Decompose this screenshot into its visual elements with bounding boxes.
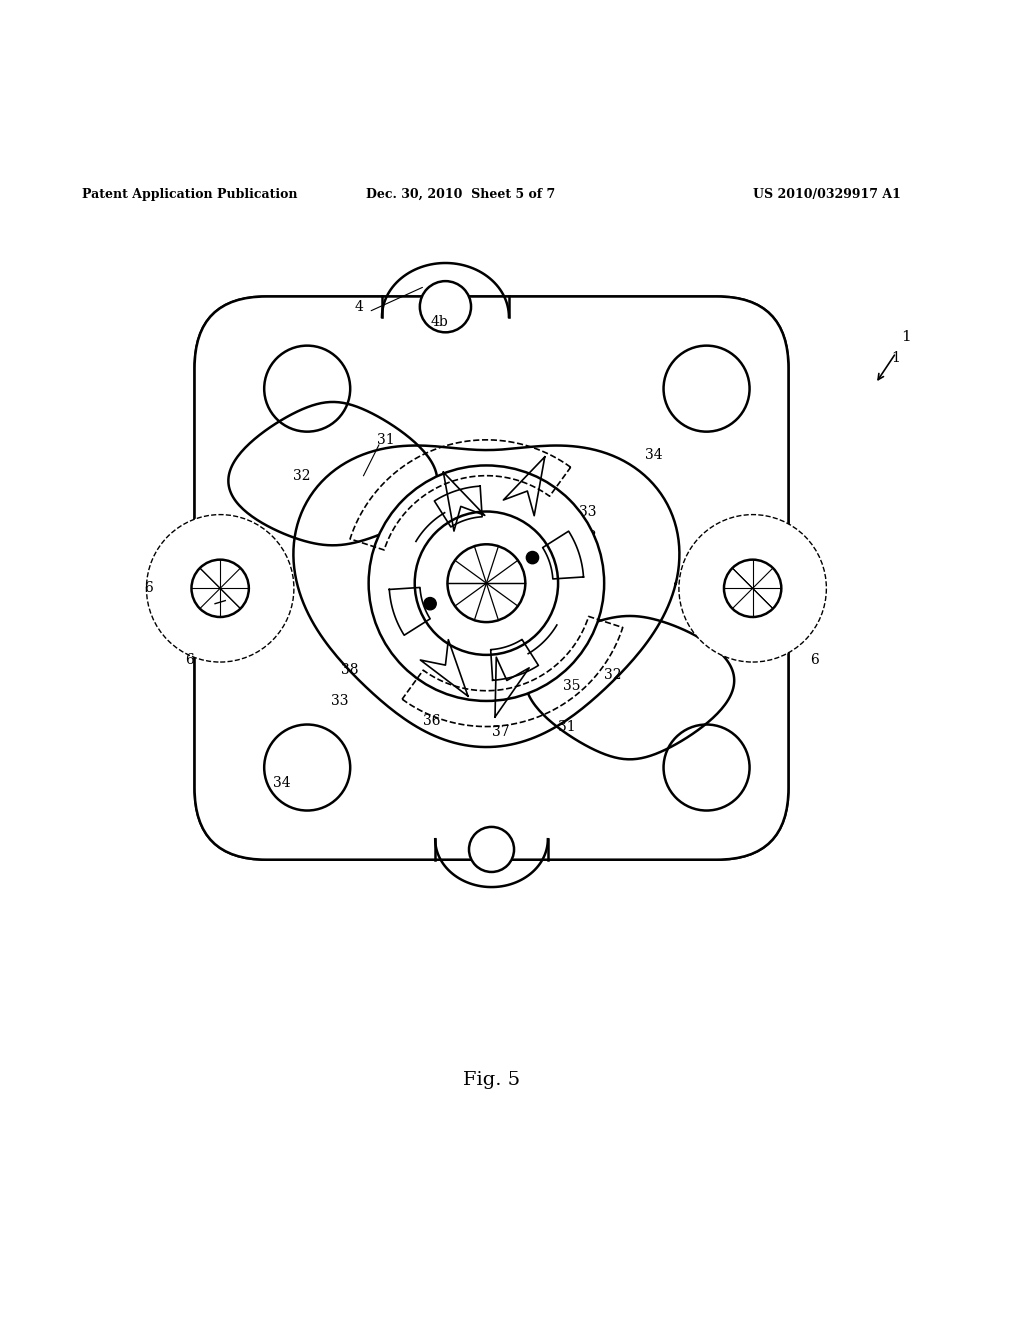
Text: 32: 32 <box>604 668 622 682</box>
Text: 35: 35 <box>382 540 399 554</box>
Circle shape <box>664 725 750 810</box>
Text: 34: 34 <box>272 776 291 789</box>
Polygon shape <box>525 616 734 759</box>
Text: 37: 37 <box>492 725 509 739</box>
Text: 6: 6 <box>144 581 153 595</box>
Text: Fig. 5: Fig. 5 <box>463 1071 520 1089</box>
Text: 31: 31 <box>377 433 394 447</box>
Text: 8: 8 <box>431 581 440 595</box>
Circle shape <box>191 560 249 616</box>
Circle shape <box>447 544 525 622</box>
Text: 33: 33 <box>579 504 596 519</box>
Text: 38: 38 <box>579 531 596 544</box>
Text: 37: 37 <box>440 499 458 513</box>
Polygon shape <box>228 403 437 545</box>
Circle shape <box>264 346 350 432</box>
Text: 4: 4 <box>354 300 364 314</box>
Text: 36: 36 <box>538 540 555 554</box>
Text: US 2010/0329917 A1: US 2010/0329917 A1 <box>754 187 901 201</box>
Circle shape <box>469 826 514 873</box>
Circle shape <box>526 552 539 564</box>
Text: Patent Application Publication: Patent Application Publication <box>82 187 297 201</box>
FancyBboxPatch shape <box>195 297 788 859</box>
Text: 6: 6 <box>810 653 818 667</box>
Circle shape <box>424 598 436 610</box>
Circle shape <box>369 466 604 701</box>
Text: 1: 1 <box>892 351 900 364</box>
Text: 6: 6 <box>185 653 194 667</box>
Circle shape <box>664 346 750 432</box>
Text: 38: 38 <box>341 663 358 677</box>
Text: Dec. 30, 2010  Sheet 5 of 7: Dec. 30, 2010 Sheet 5 of 7 <box>367 187 555 201</box>
FancyBboxPatch shape <box>195 297 788 859</box>
Circle shape <box>679 515 826 663</box>
Circle shape <box>264 725 350 810</box>
Text: 32: 32 <box>293 469 311 483</box>
Text: 4b: 4b <box>430 315 447 329</box>
Circle shape <box>420 281 471 333</box>
Circle shape <box>724 560 781 616</box>
Text: 34: 34 <box>645 449 663 462</box>
Text: 1: 1 <box>901 330 911 345</box>
Text: 33: 33 <box>331 694 348 708</box>
Text: 35: 35 <box>563 678 581 693</box>
Text: 31: 31 <box>558 719 575 734</box>
Text: 36: 36 <box>423 714 440 729</box>
Circle shape <box>146 515 294 663</box>
